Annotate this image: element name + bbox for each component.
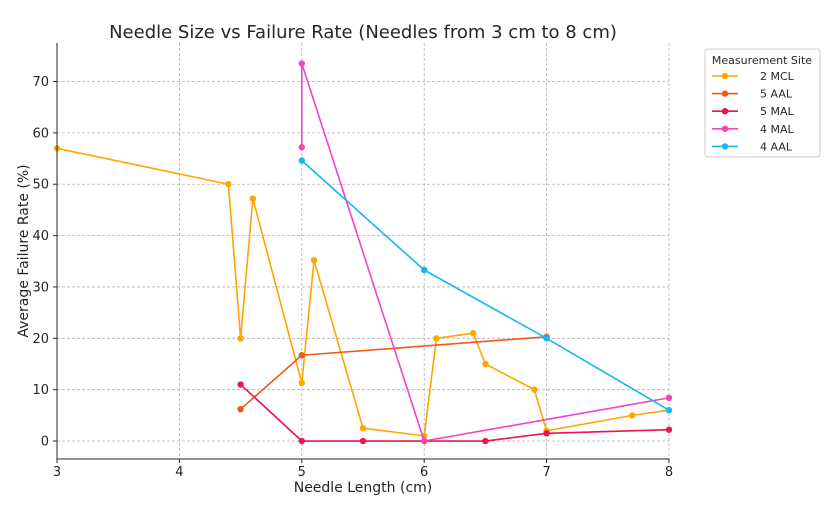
x-tick-label: 3 [53,465,61,480]
data-point-4-mal [421,437,428,445]
legend-item-4-aal: 4 AAL [712,140,793,153]
data-point-2-mcl [629,412,636,419]
data-point-2-mcl [237,335,244,342]
x-tick-label: 8 [665,465,673,480]
legend-label: 2 MCL [760,70,795,83]
x-tick-label: 6 [420,465,428,480]
legend-label: 5 MAL [760,105,795,118]
tick-labels: 3 4 5 6 7 8 0 10 20 30 40 50 60 70 [32,75,673,480]
plot-area [53,60,673,445]
legend-label: 5 AAL [760,88,793,101]
series-4-aal [298,157,673,414]
y-tick-label: 50 [32,178,49,193]
legend-swatch-marker [721,125,729,132]
data-point-4-aal [543,335,550,342]
data-point-4-aal [421,266,428,274]
data-point-2-mcl [482,360,489,368]
legend-swatch-marker [721,72,729,80]
x-axis-title: Needle Length (cm) [294,480,433,496]
x-tick-label: 7 [542,465,550,480]
data-point-5-aal [237,405,244,413]
data-point-4-mal [665,394,673,402]
legend-swatch-marker [721,108,729,115]
data-point-4-mal [298,144,305,151]
series-line-4-aal [301,160,670,411]
chart-title: Needle Size vs Failure Rate (Needles fro… [109,22,617,43]
series-line-4-mal [300,62,670,442]
data-point-2-mcl [531,386,538,393]
y-tick-label: 70 [32,75,49,90]
legend-title: Measurement Site [712,54,812,67]
legend-item-5-aal: 5 AAL [712,88,793,101]
data-point-5-mal [665,426,673,433]
y-tick-label: 0 [41,435,49,450]
data-point-2-mcl [359,424,367,432]
y-tick-label: 40 [32,229,49,244]
y-tick-label: 20 [32,332,49,347]
legend-swatch-marker [721,90,729,97]
legend-item-2-mcl: 2 MCL [712,70,795,83]
data-point-5-mal [359,437,367,445]
x-tick-label: 5 [298,465,306,480]
data-point-5-mal [298,437,305,445]
legend-item-4-mal: 4 MAL [712,123,795,136]
series-4-mal [298,60,673,445]
data-point-2-mcl [298,379,305,387]
data-point-5-mal [237,381,244,388]
y-tick-label: 60 [32,126,49,141]
legend-label: 4 MAL [760,123,795,136]
data-point-4-aal [298,157,305,164]
data-point-2-mcl [249,195,257,202]
legend-items: 2 MCL 5 AAL 5 MAL 4 MAL 4 AAL [712,70,795,153]
y-tick-label: 10 [32,383,49,398]
data-point-2-mcl [225,181,232,188]
data-point-2-mcl [469,329,477,337]
x-tick-label: 4 [175,465,183,480]
data-point-2-mcl [310,257,318,264]
data-point-4-aal [665,407,673,414]
data-point-5-mal [543,430,550,437]
grid [56,43,670,459]
y-tick-label: 30 [32,280,49,295]
data-point-5-aal [298,352,305,359]
y-axis-title: Average Failure Rate (%) [16,164,32,337]
legend-item-5-mal: 5 MAL [712,105,795,118]
data-point-4-mal [298,60,305,67]
legend-swatch-marker [721,143,729,150]
legend: Measurement Site 2 MCL 5 AAL 5 MAL 4 MAL 4 A… [704,48,821,158]
data-point-2-mcl [433,335,440,342]
legend-label: 4 AAL [760,140,793,153]
data-point-5-mal [482,437,489,445]
